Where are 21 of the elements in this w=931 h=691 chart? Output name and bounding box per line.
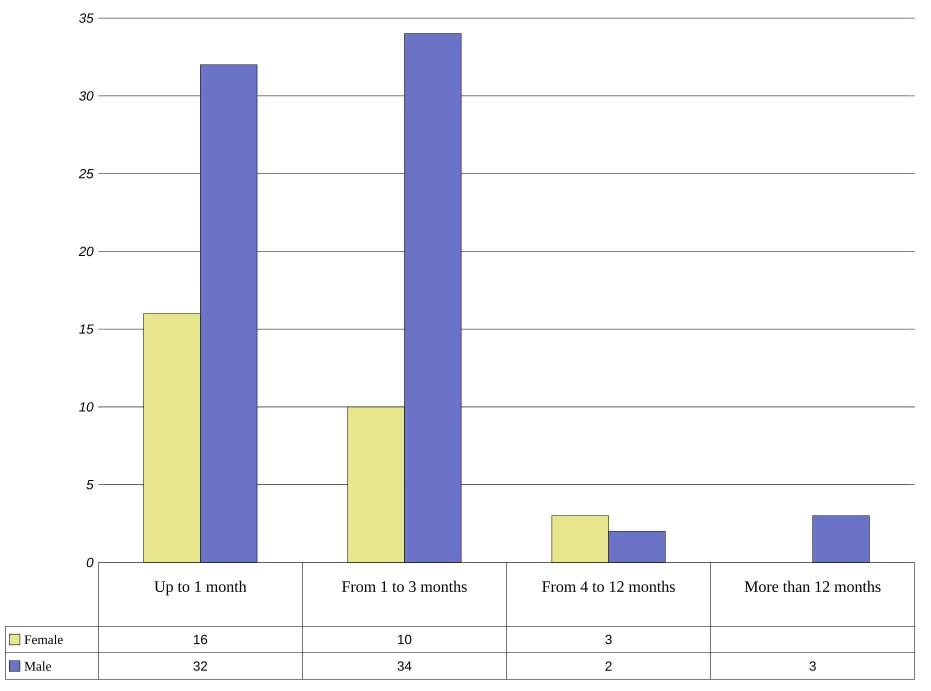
data-label: 3 (810, 661, 816, 671)
y-tick-label: 5 (86, 480, 94, 490)
data-label: 32 (193, 661, 208, 671)
data-label: 16 (194, 634, 208, 644)
data-label: 3 (605, 634, 612, 644)
x-tick-label: From 4 to 12 months (542, 580, 675, 592)
x-tick-label: Up to 1 month (154, 580, 246, 596)
data-label: 2 (606, 661, 612, 671)
data-label: 10 (398, 634, 412, 644)
legend-label: Female (24, 634, 63, 644)
y-tick-label: 15 (79, 324, 94, 334)
x-tick-label: From 1 to 3 months (342, 580, 467, 592)
y-tick-label: 30 (79, 91, 94, 101)
legend-label: Male (24, 661, 51, 671)
y-tick-label: 10 (79, 402, 94, 412)
y-tick-label: 0 (86, 558, 94, 568)
x-tick-label: More than 12 months (744, 580, 881, 592)
y-tick-label: 35 (79, 13, 94, 23)
y-tick-label: 25 (78, 168, 94, 178)
y-tick-label: 20 (78, 246, 94, 256)
data-label: 34 (398, 661, 412, 671)
